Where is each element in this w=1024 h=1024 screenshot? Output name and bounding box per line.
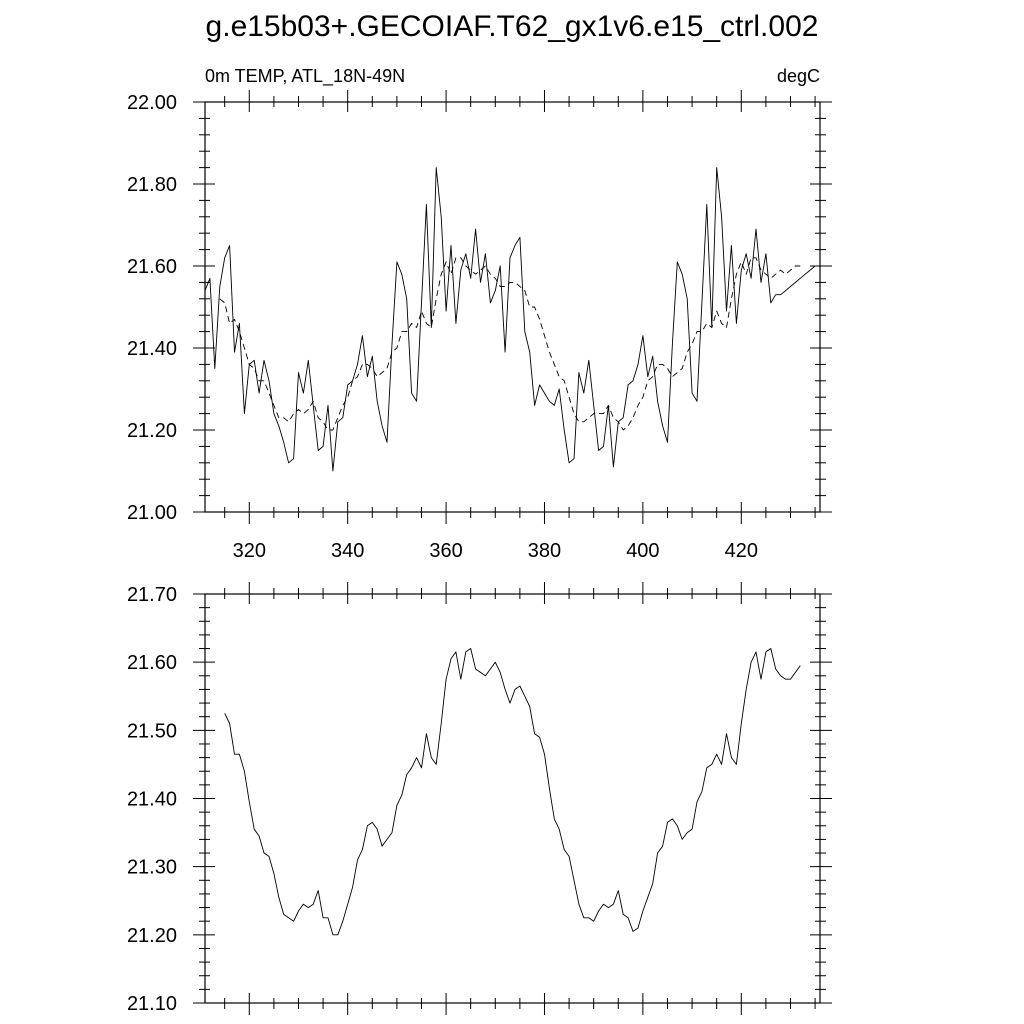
top-y-tick-label: 21.00 — [127, 502, 177, 524]
bottom-y-tick-label: 21.50 — [127, 720, 177, 742]
top-x-tick-label: 340 — [331, 540, 364, 562]
bottom-plot-frame — [204, 593, 821, 1004]
bottom-y-tick-label: 21.70 — [127, 584, 177, 606]
top-x-tick-label: 400 — [626, 540, 659, 562]
top-y-tick-label: 21.60 — [127, 256, 177, 278]
top-plot-frame — [204, 101, 821, 513]
top-y-tick-label: 22.00 — [127, 92, 177, 114]
top-panel-right-label: degC — [777, 66, 820, 86]
top-panel-left-label: 0m TEMP, ATL_18N-49N — [205, 66, 405, 87]
bottom-y-tick-label: 21.30 — [127, 857, 177, 879]
top-series-dashed-line — [219, 257, 801, 431]
bottom-series-solid-line — [224, 648, 801, 936]
bottom-y-tick-label: 21.60 — [127, 652, 177, 674]
bottom-y-tick-label: 21.10 — [127, 993, 177, 1015]
top-series-solid-line — [204, 167, 816, 472]
bottom-y-tick-label: 21.20 — [127, 925, 177, 947]
top-y-tick-label: 21.20 — [127, 420, 177, 442]
bottom-panel: 21.10 21.20 21.30 21.40 21.50 21.60 21.70 — [127, 582, 832, 1015]
figure-title: g.e15b03+.GECOIAF.T62_gx1v6.e15_ctrl.002 — [206, 10, 819, 43]
top-y-tick-label: 21.80 — [127, 174, 177, 196]
bottom-y-tick-label: 21.40 — [127, 789, 177, 811]
top-x-tick-label: 380 — [528, 540, 561, 562]
top-x-tick-label: 360 — [429, 540, 462, 562]
top-y-tick-label: 21.40 — [127, 338, 177, 360]
top-x-tick-label: 420 — [725, 540, 758, 562]
top-panel: 0m TEMP, ATL_18N-49N degC 320 340 360 380 40… — [127, 66, 832, 562]
top-x-tick-label: 320 — [233, 540, 266, 562]
